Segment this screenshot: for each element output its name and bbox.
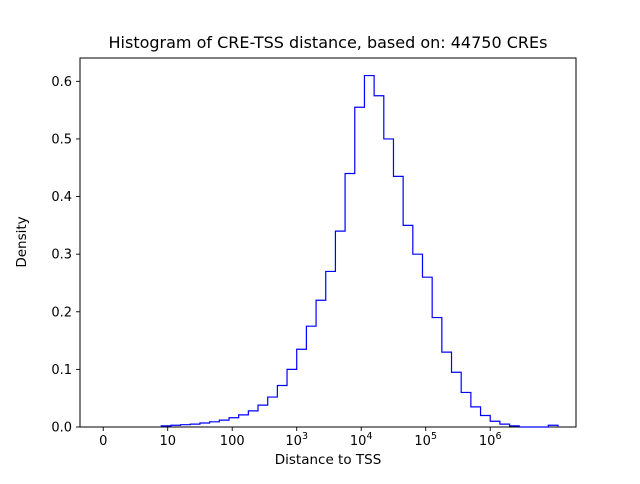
x-tick-label: 100	[220, 434, 245, 449]
chart-title: Histogram of CRE-TSS distance, based on:…	[109, 33, 548, 52]
y-tick-label: 0.2	[51, 305, 72, 320]
histogram-step-line	[160, 74, 559, 428]
x-tick-label: 105	[414, 431, 437, 449]
axis-ticks: 0 10 100 103 104 105 106 0.0 0.1 0.2 0.3 0.4 0.5 0.6	[51, 75, 501, 449]
x-tick-label: 0	[99, 434, 107, 449]
x-axis-label: Distance to TSS	[275, 452, 382, 468]
y-tick-label: 0.4	[51, 190, 72, 205]
x-tick-label: 104	[350, 431, 373, 449]
y-tick-label: 0.0	[51, 421, 72, 436]
y-tick-label: 0.3	[51, 248, 72, 263]
x-tick-label: 10	[159, 434, 176, 449]
axes-spines	[79, 57, 577, 428]
plot-frame	[79, 57, 577, 428]
x-tick-label: 106	[479, 431, 502, 449]
y-axis-label: Density	[14, 216, 30, 267]
x-tick-label: 103	[285, 431, 308, 449]
y-tick-label: 0.5	[51, 132, 72, 147]
y-tick-label: 0.6	[51, 75, 72, 90]
density-step-curve	[160, 74, 559, 428]
y-tick-label: 0.1	[51, 363, 72, 378]
